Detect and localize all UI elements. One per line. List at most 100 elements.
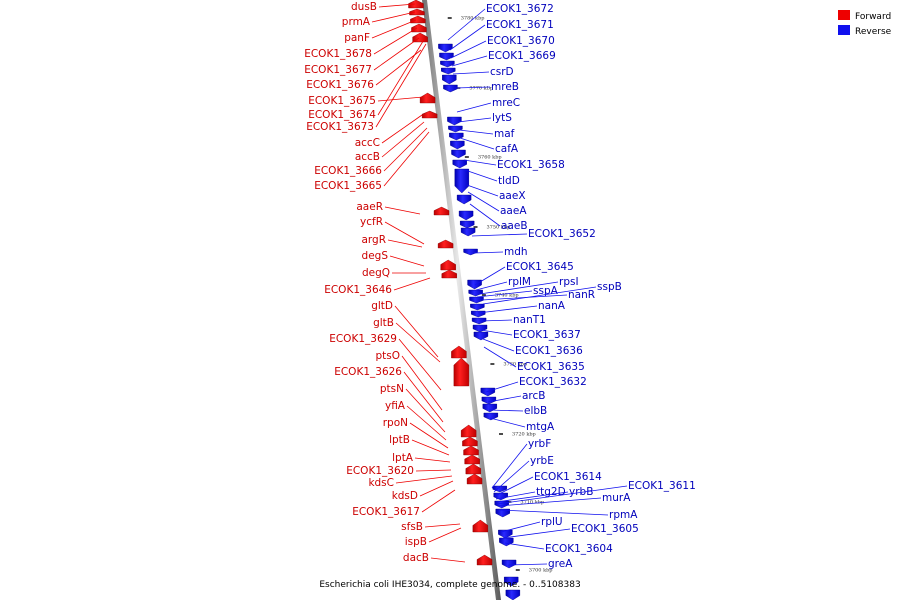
forward-gene-label: ECOK1_3674	[308, 109, 376, 121]
forward-gene	[453, 357, 470, 387]
forward-gene-label: ycfR	[360, 216, 383, 228]
forward-gene-label: ECOK1_3677	[304, 64, 372, 76]
forward-leader-line	[428, 527, 462, 543]
reverse-gene-label: ECOK1_3637	[513, 329, 581, 341]
reverse-gene-label: ECOK1_3672	[486, 3, 554, 15]
reverse-gene	[471, 317, 487, 325]
forward-leader-line	[387, 239, 423, 248]
forward-gene-label: lptA	[392, 452, 414, 464]
reverse-gene	[454, 168, 470, 194]
reverse-gene-label: ECOK1_3670	[487, 35, 555, 47]
forward-gene-label: rpoN	[383, 417, 408, 429]
reverse-gene	[483, 412, 499, 421]
reverse-gene	[443, 84, 458, 93]
reverse-gene	[503, 576, 519, 587]
reverse-gene	[440, 60, 455, 68]
forward-gene-label: gltB	[373, 317, 394, 329]
reverse-gene-label: cafA	[495, 143, 519, 155]
reverse-gene-label: ECOK1_3605	[571, 523, 639, 535]
reverse-gene-label: nanR	[568, 289, 595, 301]
forward-leader-line	[430, 557, 466, 563]
scale-tick-label: 3740 kbp	[495, 293, 519, 299]
reverse-leader-line	[485, 381, 519, 393]
forward-gene	[476, 554, 493, 566]
reverse-gene-label: ECOK1_3614	[534, 471, 602, 483]
reverse-gene	[458, 210, 474, 221]
reverse-gene-label: ECOK1_3611	[628, 480, 696, 492]
forward-leader-line	[381, 121, 425, 158]
scale-tick-label: 3770 kbp	[469, 86, 493, 92]
forward-leader-line	[378, 3, 416, 8]
forward-gene-label: ECOK1_3675	[308, 95, 376, 107]
reverse-gene-label: rpsI	[559, 276, 579, 288]
forward-gene-label: degQ	[362, 267, 390, 279]
forward-leader-line	[377, 37, 426, 116]
reverse-gene-label: nanT1	[513, 314, 546, 326]
reverse-gene	[463, 248, 478, 256]
reverse-leader-line	[469, 203, 501, 227]
forward-gene-label: ECOK1_3617	[352, 506, 420, 518]
forward-gene-label: degS	[362, 250, 389, 262]
reverse-gene-label: tldD	[498, 175, 520, 187]
reverse-gene	[459, 220, 475, 229]
forward-gene-label: dacB	[403, 552, 429, 564]
reverse-gene-label: mreC	[492, 97, 520, 109]
reverse-gene-label: rplU	[541, 516, 563, 528]
legend-reverse-label: Reverse	[855, 27, 892, 37]
reverse-gene	[505, 589, 521, 600]
reverse-leader-line	[495, 491, 569, 503]
reverse-leader-line	[491, 443, 528, 489]
reverse-gene-label: mreB	[491, 81, 519, 93]
forward-leader-line	[409, 422, 449, 449]
reverse-leader-line	[489, 417, 526, 428]
reverse-gene	[468, 289, 483, 297]
forward-leader-line	[411, 439, 450, 456]
reverse-gene-label: aaeB	[501, 220, 528, 232]
forward-leader-line	[414, 457, 451, 463]
reverse-gene-label: aaeA	[500, 205, 527, 217]
genome-caption: Escherichia coli IHE3034, complete genom…	[319, 580, 580, 590]
reverse-gene-label: ECOK1_3632	[519, 376, 587, 388]
reverse-leader-line	[479, 281, 559, 295]
reverse-gene	[469, 296, 484, 304]
forward-leader-line	[419, 480, 454, 497]
forward-gene-label: argR	[361, 234, 386, 246]
reverse-leader-line	[449, 24, 486, 51]
forward-leader-line	[406, 405, 447, 441]
reverse-gene-label: rpmA	[609, 509, 638, 521]
reverse-gene-label: csrD	[490, 66, 514, 78]
reverse-leader-line	[454, 86, 491, 89]
forward-gene-label: panF	[344, 32, 370, 44]
reverse-leader-line	[495, 491, 536, 500]
reverse-gene	[482, 403, 498, 413]
forward-gene-label: ECOK1_3673	[306, 121, 374, 133]
reverse-leader-line	[494, 476, 534, 497]
reverse-gene-label: ECOK1_3635	[517, 361, 585, 373]
reverse-gene-label: murA	[602, 492, 631, 504]
reverse-gene-label: ECOK1_3645	[506, 261, 574, 273]
scale-tick-label: 3730 kbp	[503, 362, 527, 368]
reverse-gene-label: arcB	[522, 390, 546, 402]
forward-leader-line	[405, 388, 446, 433]
reverse-leader-line	[497, 497, 602, 507]
forward-gene-label: ECOK1_3620	[346, 465, 414, 477]
reverse-leader-line	[447, 8, 486, 41]
reverse-leader-line	[488, 409, 524, 412]
forward-leader-line	[381, 114, 423, 144]
forward-gene	[451, 345, 467, 359]
scale-tick-label: 3710 kbp	[520, 500, 544, 506]
forward-gene	[465, 463, 482, 475]
reverse-leader-line	[473, 251, 504, 254]
forward-leader-line	[384, 221, 425, 245]
reverse-gene	[470, 303, 485, 311]
forward-gene	[462, 436, 478, 447]
forward-leader-line	[395, 475, 453, 484]
forward-gene	[433, 206, 450, 216]
reverse-gene	[438, 43, 453, 53]
reverse-gene-label: yrbE	[530, 455, 554, 467]
forward-leader-line	[375, 49, 422, 86]
forward-gene-label: ECOK1_3678	[304, 48, 372, 60]
reverse-gene	[460, 227, 476, 237]
forward-gene-label: ECOK1_3629	[329, 333, 397, 345]
